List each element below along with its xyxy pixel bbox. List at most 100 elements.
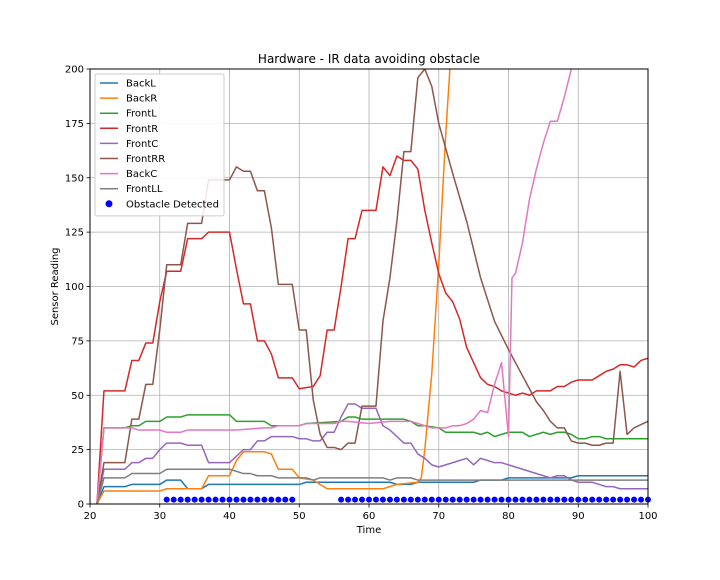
obstacle-detected-point bbox=[603, 496, 610, 503]
y-tick-label: 25 bbox=[71, 445, 84, 456]
obstacle-detected-point bbox=[338, 496, 345, 503]
obstacle-detected-point bbox=[638, 496, 645, 503]
obstacle-detected-point bbox=[491, 496, 498, 503]
legend-label: BackC bbox=[126, 169, 157, 180]
obstacle-detected-point bbox=[219, 496, 226, 503]
obstacle-detected-point bbox=[359, 496, 366, 503]
legend-label: FrontRR bbox=[126, 154, 165, 165]
obstacle-detected-point bbox=[282, 496, 289, 503]
obstacle-detected-point bbox=[582, 496, 589, 503]
obstacle-detected-point bbox=[547, 496, 554, 503]
y-axis-label: Sensor Reading bbox=[50, 247, 61, 325]
obstacle-detected-point bbox=[470, 496, 477, 503]
series-lines bbox=[96, 69, 648, 504]
obstacle-detected-point bbox=[393, 496, 400, 503]
obstacle-detected-point bbox=[268, 496, 275, 503]
obstacle-detected-point bbox=[498, 496, 505, 503]
series-line-frontc bbox=[96, 403, 648, 504]
obstacle-markers bbox=[163, 496, 651, 503]
y-tick-label: 200 bbox=[65, 65, 84, 76]
obstacle-detected-point bbox=[400, 496, 407, 503]
series-line-frontll bbox=[96, 468, 648, 504]
legend-box bbox=[94, 73, 225, 217]
x-tick-label: 70 bbox=[432, 511, 445, 522]
obstacle-detected-point bbox=[561, 496, 568, 503]
obstacle-detected-point bbox=[610, 496, 617, 503]
obstacle-detected-point bbox=[596, 496, 603, 503]
obstacle-detected-point bbox=[212, 496, 219, 503]
obstacle-detected-point bbox=[184, 496, 191, 503]
obstacle-detected-point bbox=[345, 496, 352, 503]
obstacle-detected-point bbox=[631, 496, 638, 503]
obstacle-detected-point bbox=[533, 496, 540, 503]
obstacle-detected-point bbox=[624, 496, 631, 503]
obstacle-detected-point bbox=[205, 496, 212, 503]
obstacle-detected-point bbox=[428, 496, 435, 503]
obstacle-detected-point bbox=[379, 496, 386, 503]
x-axis-label: Time bbox=[356, 525, 381, 536]
y-tick-label: 150 bbox=[65, 173, 84, 184]
x-tick-label: 80 bbox=[502, 511, 515, 522]
obstacle-detected-point bbox=[568, 496, 575, 503]
obstacle-detected-point bbox=[484, 496, 491, 503]
obstacle-detected-point bbox=[275, 496, 282, 503]
obstacle-detected-point bbox=[617, 496, 624, 503]
obstacle-detected-point bbox=[435, 496, 442, 503]
x-tick-label: 50 bbox=[293, 511, 306, 522]
obstacle-detected-point bbox=[505, 496, 512, 503]
obstacle-detected-point bbox=[386, 496, 393, 503]
legend-label: FrontR bbox=[126, 124, 158, 135]
series-line-backl bbox=[96, 474, 648, 504]
series-line-frontr bbox=[96, 155, 648, 504]
obstacle-detected-point bbox=[254, 496, 261, 503]
obstacle-detected-point bbox=[240, 496, 247, 503]
obstacle-detected-point bbox=[289, 496, 296, 503]
obstacle-detected-point bbox=[372, 496, 379, 503]
obstacle-detected-point bbox=[407, 496, 414, 503]
x-tick-label: 30 bbox=[153, 511, 166, 522]
y-tick-label: 100 bbox=[65, 282, 84, 293]
obstacle-detected-point bbox=[352, 496, 359, 503]
legend-swatch bbox=[105, 200, 113, 208]
obstacle-detected-point bbox=[170, 496, 177, 503]
obstacle-detected-point bbox=[226, 496, 233, 503]
y-tick-label: 0 bbox=[78, 500, 84, 511]
obstacle-detected-point bbox=[526, 496, 533, 503]
obstacle-detected-point bbox=[463, 496, 470, 503]
obstacle-detected-point bbox=[477, 496, 484, 503]
x-tick-label: 20 bbox=[84, 511, 97, 522]
obstacle-detected-point bbox=[575, 496, 582, 503]
series-line-frontrr bbox=[96, 69, 648, 504]
obstacle-detected-point bbox=[177, 496, 184, 503]
series-line-backc bbox=[96, 69, 573, 504]
obstacle-detected-point bbox=[449, 496, 456, 503]
obstacle-detected-point bbox=[366, 496, 372, 503]
x-tick-label: 40 bbox=[223, 511, 236, 522]
obstacle-detected-point bbox=[456, 496, 463, 503]
obstacle-detected-point bbox=[519, 496, 526, 503]
obstacle-detected-point bbox=[261, 496, 268, 503]
legend-label: Obstacle Detected bbox=[126, 199, 219, 210]
axis-ticks: 20 30 40 50 60 70 80 90 100 0 25 50 75 100 125 150 175 20… bbox=[65, 65, 658, 523]
y-tick-label: 50 bbox=[71, 391, 84, 402]
obstacle-detected-point bbox=[233, 496, 240, 503]
legend: BackL BackR FrontL FrontR FrontC FrontRR BackC… bbox=[94, 73, 225, 217]
legend-label: FrontC bbox=[126, 139, 158, 150]
obstacle-detected-point bbox=[442, 496, 449, 503]
obstacle-detected-point bbox=[247, 496, 254, 503]
obstacle-detected-point bbox=[589, 496, 596, 503]
x-tick-label: 90 bbox=[572, 511, 585, 522]
obstacle-detected-point bbox=[198, 496, 205, 503]
x-tick-label: 60 bbox=[363, 511, 376, 522]
legend-label: FrontL bbox=[126, 109, 157, 120]
obstacle-detected-point bbox=[540, 496, 547, 503]
obstacle-detected-point bbox=[163, 496, 170, 503]
obstacle-detected-point bbox=[414, 496, 421, 503]
y-tick-label: 175 bbox=[65, 119, 84, 130]
x-tick-label: 100 bbox=[638, 511, 657, 522]
chart-title: Hardware - IR data avoiding obstacle bbox=[258, 52, 480, 66]
legend-label: FrontLL bbox=[126, 184, 163, 195]
obstacle-detected-point bbox=[512, 496, 519, 503]
